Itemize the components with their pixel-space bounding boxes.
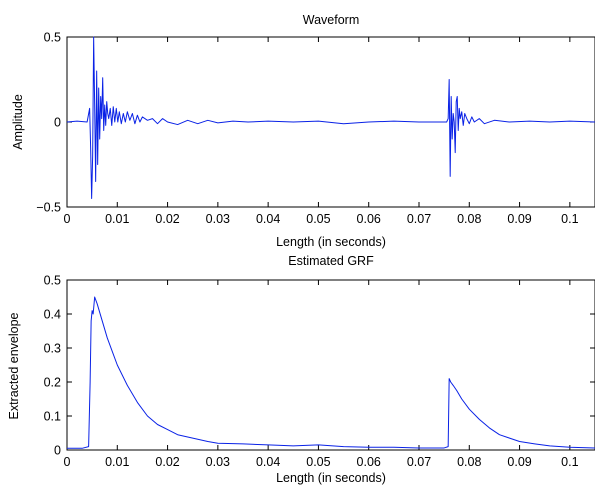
x-tick-label: 0.06	[357, 212, 381, 226]
y-tick-label: −0.5	[36, 201, 61, 215]
y-tick-label: 0	[54, 116, 61, 130]
x-tick-label: 0	[64, 455, 71, 469]
grf-panel: Estimated GRF Length (in seconds) Extrac…	[7, 254, 595, 485]
x-tick-label: 0.07	[407, 455, 431, 469]
series-line	[67, 296, 595, 449]
x-tick-label: 0.04	[256, 455, 280, 469]
grf-title: Estimated GRF	[288, 254, 374, 268]
waveform-panel: Waveform Length (in seconds) Amplitude 0…	[11, 13, 595, 249]
x-tick-label: 0.09	[507, 212, 531, 226]
x-tick-label: 0	[64, 212, 71, 226]
x-tick-label: 0.08	[457, 212, 481, 226]
x-tick-label: 0.05	[306, 455, 330, 469]
y-tick-label: 0.5	[44, 31, 61, 45]
y-tick-label: 0.2	[44, 376, 61, 390]
x-tick-label: 0.05	[306, 212, 330, 226]
x-tick-label: 0.08	[457, 455, 481, 469]
x-tick-label: 0.03	[206, 212, 230, 226]
waveform-x-axis-label: Length (in seconds)	[276, 235, 386, 249]
x-tick-label: 0.02	[155, 212, 179, 226]
x-tick-label: 0.06	[357, 455, 381, 469]
x-tick-label: 0.02	[155, 455, 179, 469]
x-tick-label: 0.09	[507, 455, 531, 469]
grf-x-axis-label: Length (in seconds)	[276, 471, 386, 485]
x-tick-label: 0.04	[256, 212, 280, 226]
grf-y-axis-label: Extracted envelope	[7, 312, 21, 419]
y-tick-label: 0.1	[44, 410, 61, 424]
y-tick-label: 0.3	[44, 342, 61, 356]
x-tick-label: 0.1	[561, 455, 578, 469]
waveform-title: Waveform	[303, 13, 360, 27]
y-tick-label: 0	[54, 444, 61, 458]
y-tick-label: 0.4	[44, 308, 61, 322]
waveform-y-axis-label: Amplitude	[11, 94, 25, 150]
waveform-plot-area: 0 0.01 0.02 0.03 0.04 0.05 0.06 0.07 0.08 0.09 0.1…	[36, 31, 595, 226]
y-tick-label: 0.5	[44, 274, 61, 288]
x-tick-label: 0.07	[407, 212, 431, 226]
grf-plot-area: 0 0.01 0.02 0.03 0.04 0.05 0.06 0.07 0.08 0.09 0.1…	[44, 274, 595, 469]
plot-frame	[66, 279, 595, 451]
x-tick-label: 0.01	[105, 455, 129, 469]
x-tick-label: 0.1	[561, 212, 578, 226]
x-tick-label: 0.03	[206, 455, 230, 469]
series-line	[66, 36, 595, 199]
x-tick-label: 0.01	[105, 212, 129, 226]
